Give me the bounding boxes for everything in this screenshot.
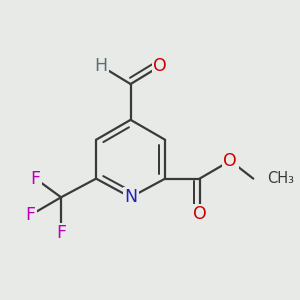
Text: CH₃: CH₃ [267,171,294,186]
Text: O: O [193,206,206,224]
Text: N: N [124,188,137,206]
Text: F: F [56,224,66,242]
Text: H: H [94,57,108,75]
Text: F: F [26,206,35,224]
Text: F: F [31,169,40,188]
Text: O: O [153,57,167,75]
Text: O: O [224,152,237,170]
